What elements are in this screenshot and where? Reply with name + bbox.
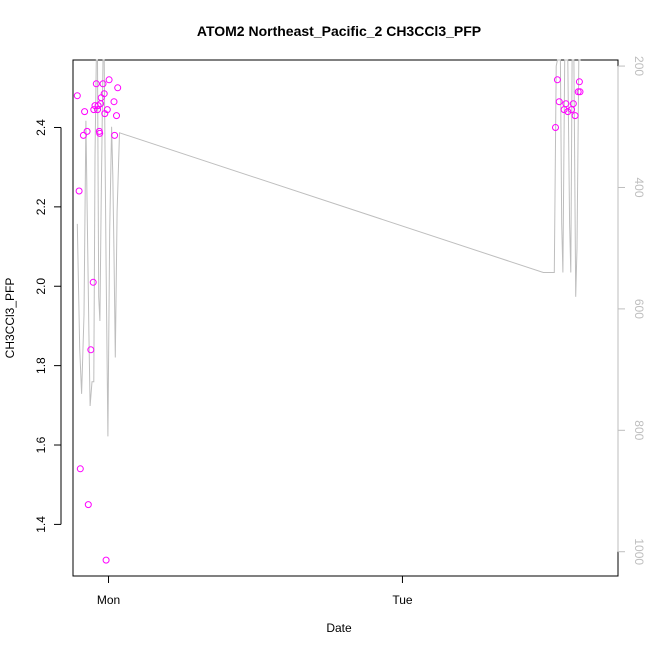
data-point xyxy=(103,106,111,114)
data-point xyxy=(102,556,110,564)
y2-tick-label: 400 xyxy=(632,177,646,197)
data-point xyxy=(113,112,120,120)
data-point xyxy=(111,131,119,139)
data-point xyxy=(571,112,579,120)
data-point xyxy=(79,131,87,139)
data-point xyxy=(81,108,89,116)
data-point xyxy=(564,108,572,116)
data-point xyxy=(96,129,104,137)
y-tick-label: 1.4 xyxy=(34,516,48,533)
data-point xyxy=(100,90,108,98)
y2-tick-label: 600 xyxy=(632,299,646,319)
left-axis: 1.4 1.6 1.8 2.0 2.2 2.4 xyxy=(34,119,62,533)
data-point xyxy=(76,465,84,473)
data-point xyxy=(99,80,107,88)
data-point xyxy=(114,84,122,92)
data-point xyxy=(73,92,81,100)
data-point xyxy=(97,94,105,102)
points-layer xyxy=(73,76,584,564)
y-tick-label: 2.2 xyxy=(34,198,48,215)
y-axis-label: CH3CCl3_PFP xyxy=(3,278,17,359)
data-point xyxy=(105,76,113,84)
x-axis-label: Date xyxy=(326,621,352,635)
data-point xyxy=(575,78,583,86)
data-point xyxy=(90,106,98,114)
data-point xyxy=(92,80,100,88)
bottom-axis: Mon Tue xyxy=(97,575,413,607)
y-tick-label: 2.4 xyxy=(34,119,48,136)
data-point xyxy=(87,346,95,354)
data-point xyxy=(110,98,118,106)
y2-tick-label: 800 xyxy=(632,420,646,440)
data-point xyxy=(562,100,570,108)
plot-frame xyxy=(72,59,619,577)
line-layer xyxy=(76,59,581,437)
chart-title: ATOM2 Northeast_Pacific_2 CH3CCl3_PFP xyxy=(197,23,481,39)
data-point xyxy=(576,88,584,96)
data-point xyxy=(553,76,561,84)
pressure-line xyxy=(76,59,581,437)
data-point xyxy=(83,127,91,135)
data-point xyxy=(89,278,97,286)
right-axis: 200 400 600 800 1000 xyxy=(617,56,646,565)
data-point xyxy=(84,501,92,509)
y2-tick-label: 200 xyxy=(632,56,646,76)
y-tick-label: 2.0 xyxy=(34,278,48,295)
x-tick-label: Mon xyxy=(97,593,120,607)
data-point xyxy=(94,106,101,114)
y-tick-label: 1.6 xyxy=(34,436,48,453)
data-point xyxy=(552,124,559,131)
data-point xyxy=(569,100,577,108)
x-tick-label: Tue xyxy=(392,593,413,607)
y2-tick-label: 1000 xyxy=(632,538,646,565)
data-point xyxy=(555,98,563,106)
y-tick-label: 1.8 xyxy=(34,357,48,374)
data-point xyxy=(75,187,83,195)
